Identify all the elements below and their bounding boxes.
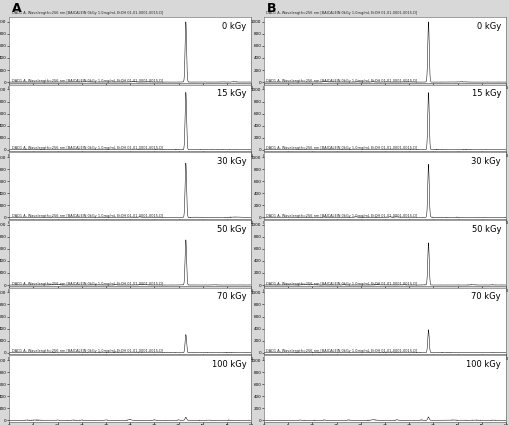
Text: 15 kGy: 15 kGy xyxy=(471,89,500,98)
Text: 0 kGy: 0 kGy xyxy=(476,22,500,31)
Text: 50 kGy: 50 kGy xyxy=(216,224,246,234)
Text: DAD1 A, Wavelength=256 nm [BAICALEIN 0kGy 1.0mg/mL EtOH 01-01-0001-0015.D]: DAD1 A, Wavelength=256 nm [BAICALEIN 0kG… xyxy=(12,146,162,150)
Text: DAD1 A, Wavelength=256 nm [BAICALEIN 0kGy 1.0mg/mL EtOH 01-01-0001-0015.D]: DAD1 A, Wavelength=256 nm [BAICALEIN 0kG… xyxy=(12,282,162,286)
Text: DAD1 A, Wavelength=256 nm [BAICALEIN 0kGy 1.0mg/mL EtOH 01-01-0001-0015.D]: DAD1 A, Wavelength=256 nm [BAICALEIN 0kG… xyxy=(266,146,417,150)
Text: 70 kGy: 70 kGy xyxy=(470,292,500,301)
Text: 0 kGy: 0 kGy xyxy=(221,22,246,31)
Text: 70 kGy: 70 kGy xyxy=(216,292,246,301)
Text: B: B xyxy=(266,2,275,15)
Text: DAD1 A, Wavelength=256 nm [BAICALEIN 0kGy 1.0mg/mL EtOH 01-01-0001-0015.D]: DAD1 A, Wavelength=256 nm [BAICALEIN 0kG… xyxy=(266,214,417,218)
Text: 15 kGy: 15 kGy xyxy=(216,89,246,98)
Text: DAD1 A, Wavelength=256 nm [BAICALEIN 0kGy 1.0mg/mL EtOH 01-01-0001-0015.D]: DAD1 A, Wavelength=256 nm [BAICALEIN 0kG… xyxy=(12,214,162,218)
Text: 50 kGy: 50 kGy xyxy=(471,224,500,234)
Text: 100 kGy: 100 kGy xyxy=(465,360,500,369)
Text: DAD1 A, Wavelength=256 nm [BAICALEIN 0kGy 1.0mg/mL EtOH 01-01-0001-0015.D]: DAD1 A, Wavelength=256 nm [BAICALEIN 0kG… xyxy=(266,282,417,286)
Text: DAD1 A, Wavelength=256 nm [BAICALEIN 0kGy 1.0mg/mL EtOH 01-01-0001-0015.D]: DAD1 A, Wavelength=256 nm [BAICALEIN 0kG… xyxy=(12,349,162,353)
Text: 30 kGy: 30 kGy xyxy=(470,157,500,166)
Text: DAD1 A, Wavelength=256 nm [BAICALEIN 0kGy 1.0mg/mL EtOH 01-01-0001-0015.D]: DAD1 A, Wavelength=256 nm [BAICALEIN 0kG… xyxy=(12,11,162,15)
Text: DAD1 A, Wavelength=256 nm [BAICALEIN 0kGy 1.0mg/mL EtOH 01-01-0001-0015.D]: DAD1 A, Wavelength=256 nm [BAICALEIN 0kG… xyxy=(266,349,417,353)
Text: 30 kGy: 30 kGy xyxy=(216,157,246,166)
Text: A: A xyxy=(12,2,21,15)
Text: DAD1 A, Wavelength=256 nm [BAICALEIN 0kGy 1.0mg/mL EtOH 01-01-0001-0015.D]: DAD1 A, Wavelength=256 nm [BAICALEIN 0kG… xyxy=(12,79,162,82)
Text: 100 kGy: 100 kGy xyxy=(211,360,246,369)
Text: DAD1 A, Wavelength=256 nm [BAICALEIN 0kGy 1.0mg/mL EtOH 01-01-0001-0015.D]: DAD1 A, Wavelength=256 nm [BAICALEIN 0kG… xyxy=(266,11,417,15)
Text: DAD1 A, Wavelength=256 nm [BAICALEIN 0kGy 1.0mg/mL EtOH 01-01-0001-0015.D]: DAD1 A, Wavelength=256 nm [BAICALEIN 0kG… xyxy=(266,79,417,82)
